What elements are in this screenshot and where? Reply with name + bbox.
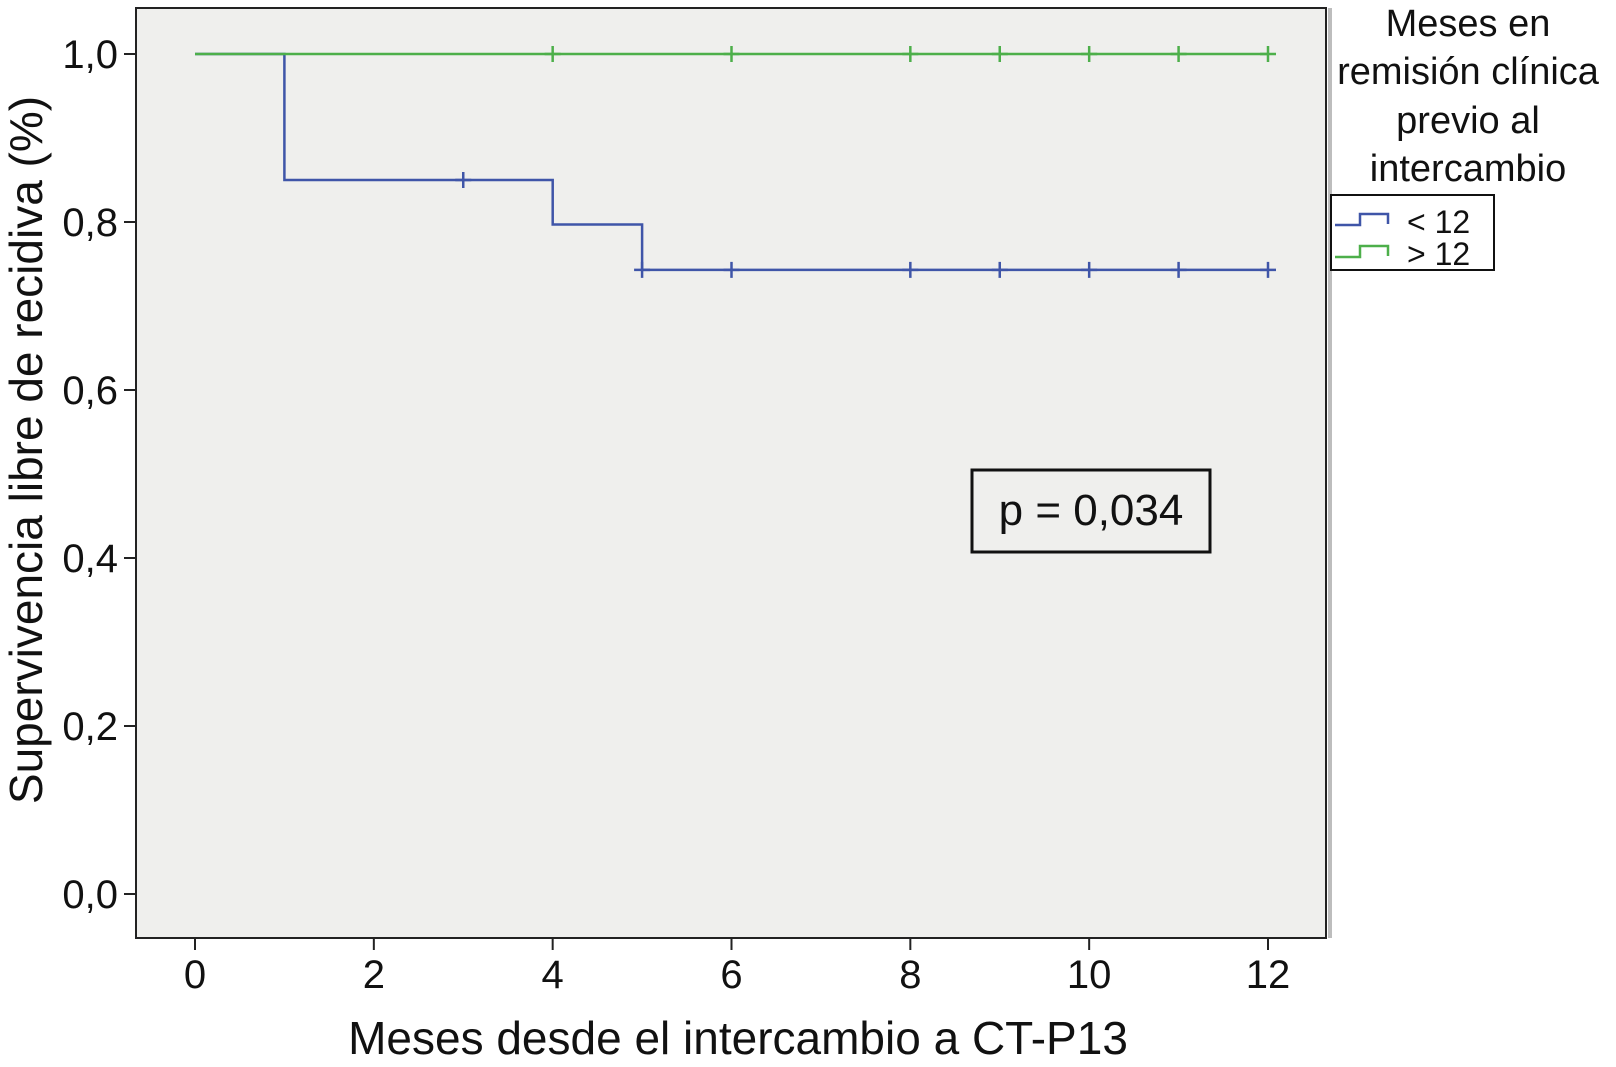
legend-label-2: > 12 — [1407, 236, 1470, 272]
legend-items: < 12> 12 — [1335, 204, 1470, 272]
legend-title-line-3: previo al — [1396, 100, 1540, 142]
legend-title-line-1: Meses en — [1386, 3, 1551, 45]
x-axis-title: Meses desde el intercambio a CT-P13 — [348, 1012, 1128, 1064]
y-tick-label: 0,2 — [62, 705, 118, 749]
legend-label-1: < 12 — [1407, 204, 1470, 240]
series-layer — [195, 46, 1276, 278]
legend-swatch-1 — [1335, 212, 1390, 227]
p-value-box — [970, 468, 1212, 554]
y-tick-label: 0,6 — [62, 369, 118, 413]
plot-area — [135, 7, 1327, 939]
x-tick-label: 2 — [363, 953, 385, 997]
x-tick-label: 6 — [720, 953, 742, 997]
y-tick-label: 0,8 — [62, 201, 118, 245]
y-axis-title: Supervivencia libre de recidiva (%) — [0, 96, 52, 804]
p-value-text: p = 0,034 — [999, 486, 1184, 535]
x-tick-label: 12 — [1246, 953, 1291, 997]
legend-swatch-2 — [1335, 244, 1390, 259]
legend: Meses en remisión clínica previo al inte… — [1330, 3, 1600, 272]
x-axis-ticks: 0 2 4 6 8 10 12 — [184, 938, 1290, 997]
legend-title-line-2: remisión clínica — [1337, 51, 1600, 93]
x-tick-label: 4 — [542, 953, 564, 997]
x-tick-label: 0 — [184, 953, 206, 997]
y-tick-label: 0,4 — [62, 537, 118, 581]
y-tick-label: 1,0 — [62, 33, 118, 77]
x-tick-label: 8 — [899, 953, 921, 997]
y-axis-ticks: 0,0 0,2 0,4 0,6 0,8 1,0 — [62, 33, 136, 917]
y-tick-label: 0,0 — [62, 873, 118, 917]
x-tick-label: 10 — [1067, 953, 1112, 997]
legend-title-line-4: intercambio — [1370, 148, 1566, 190]
